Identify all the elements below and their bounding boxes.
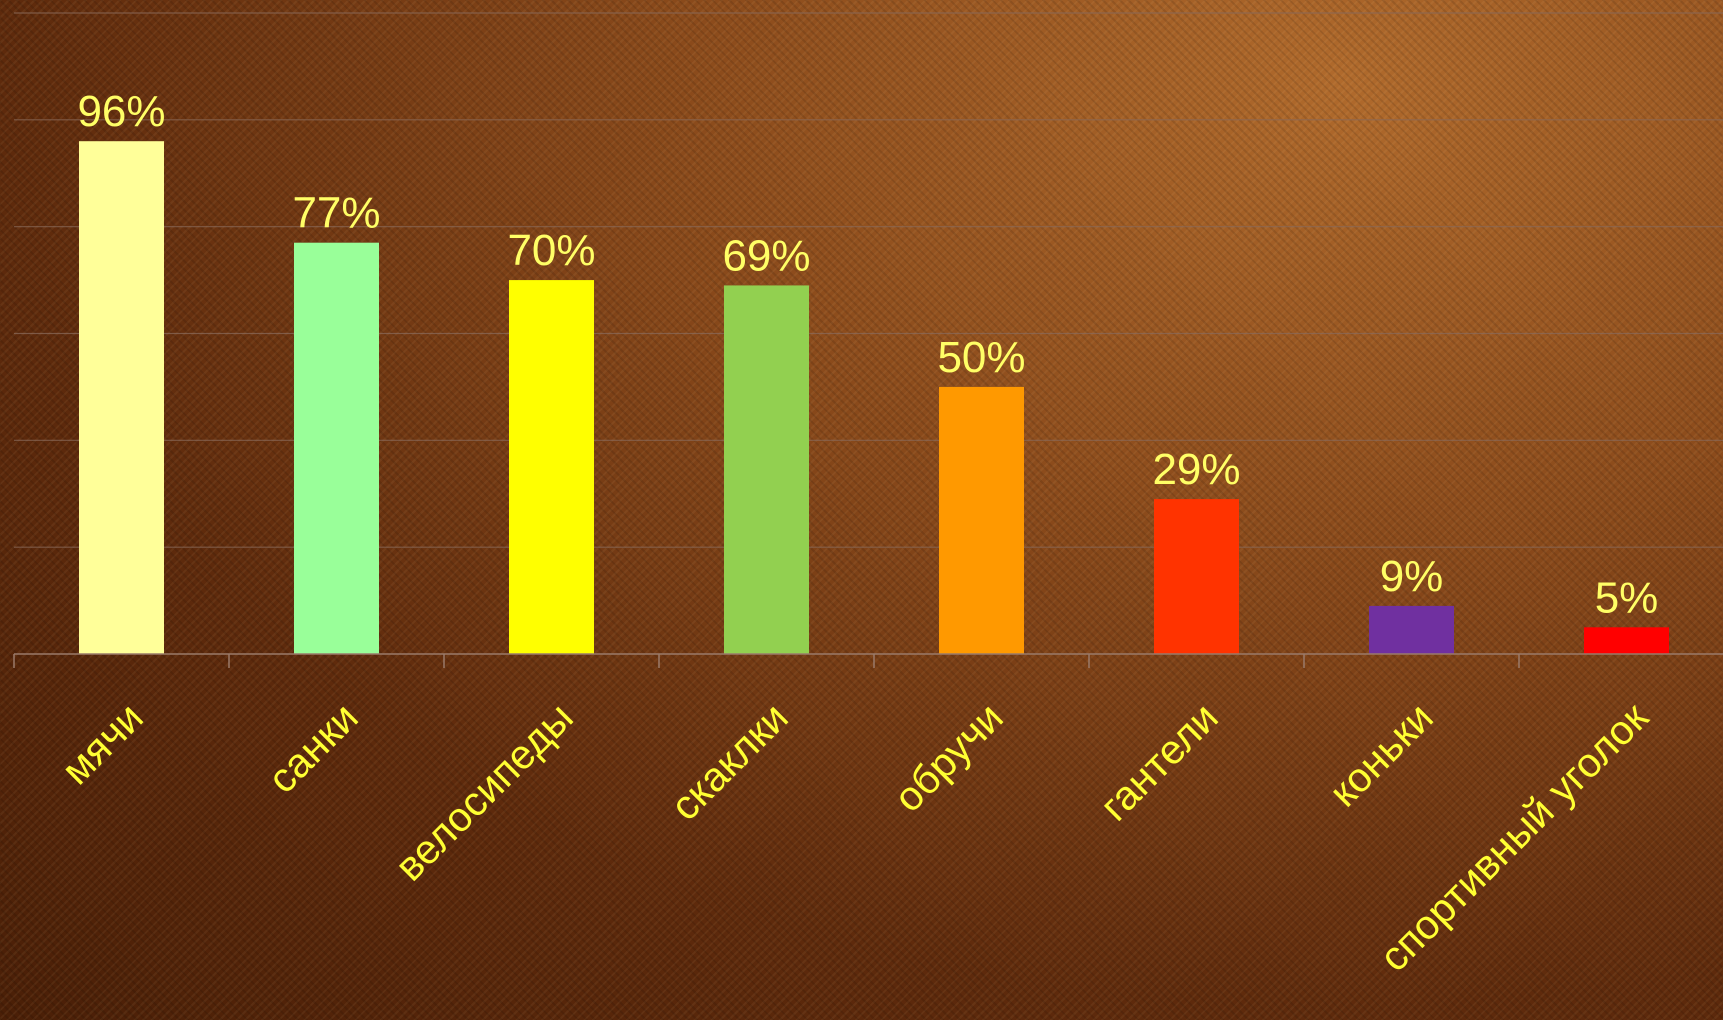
category-labels: мячи санки велосипеды скаклки обручи гантели к…	[52, 693, 1657, 980]
category-label: гантели	[1091, 694, 1227, 830]
gridlines	[14, 12, 1723, 548]
bar	[724, 285, 809, 654]
bar	[79, 141, 164, 654]
data-label: 96%	[77, 87, 165, 136]
category-label: санки	[259, 694, 367, 802]
bar	[1584, 627, 1669, 654]
data-label: 77%	[292, 189, 380, 238]
category-label: скаклки	[662, 694, 797, 829]
data-label: 29%	[1152, 445, 1240, 494]
bar	[294, 242, 379, 655]
data-label: 69%	[722, 231, 810, 280]
x-axis	[13, 653, 1723, 668]
bars	[79, 141, 1669, 655]
data-label: 50%	[937, 333, 1025, 382]
bar	[939, 386, 1024, 654]
category-label: мячи	[52, 694, 151, 793]
data-label: 70%	[507, 226, 595, 275]
bar	[1154, 499, 1239, 654]
data-labels: 96% 77% 70% 69% 50% 29% 9% 5%	[77, 87, 1658, 622]
data-label: 5%	[1595, 573, 1659, 622]
category-label: велосипеды	[386, 694, 582, 890]
bar	[509, 280, 594, 654]
bar	[1369, 605, 1454, 654]
category-label: коньки	[1320, 694, 1442, 816]
category-label: обручи	[885, 694, 1012, 821]
data-label: 9%	[1380, 552, 1444, 601]
